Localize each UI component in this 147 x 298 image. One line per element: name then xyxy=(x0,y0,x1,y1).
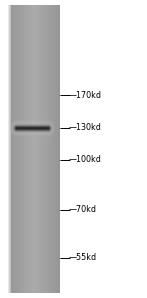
Text: —70kd: —70kd xyxy=(69,206,97,215)
Text: —130kd: —130kd xyxy=(69,123,102,133)
Text: —55kd: —55kd xyxy=(69,254,97,263)
Text: —100kd: —100kd xyxy=(69,156,102,164)
Text: —170kd: —170kd xyxy=(69,91,102,100)
